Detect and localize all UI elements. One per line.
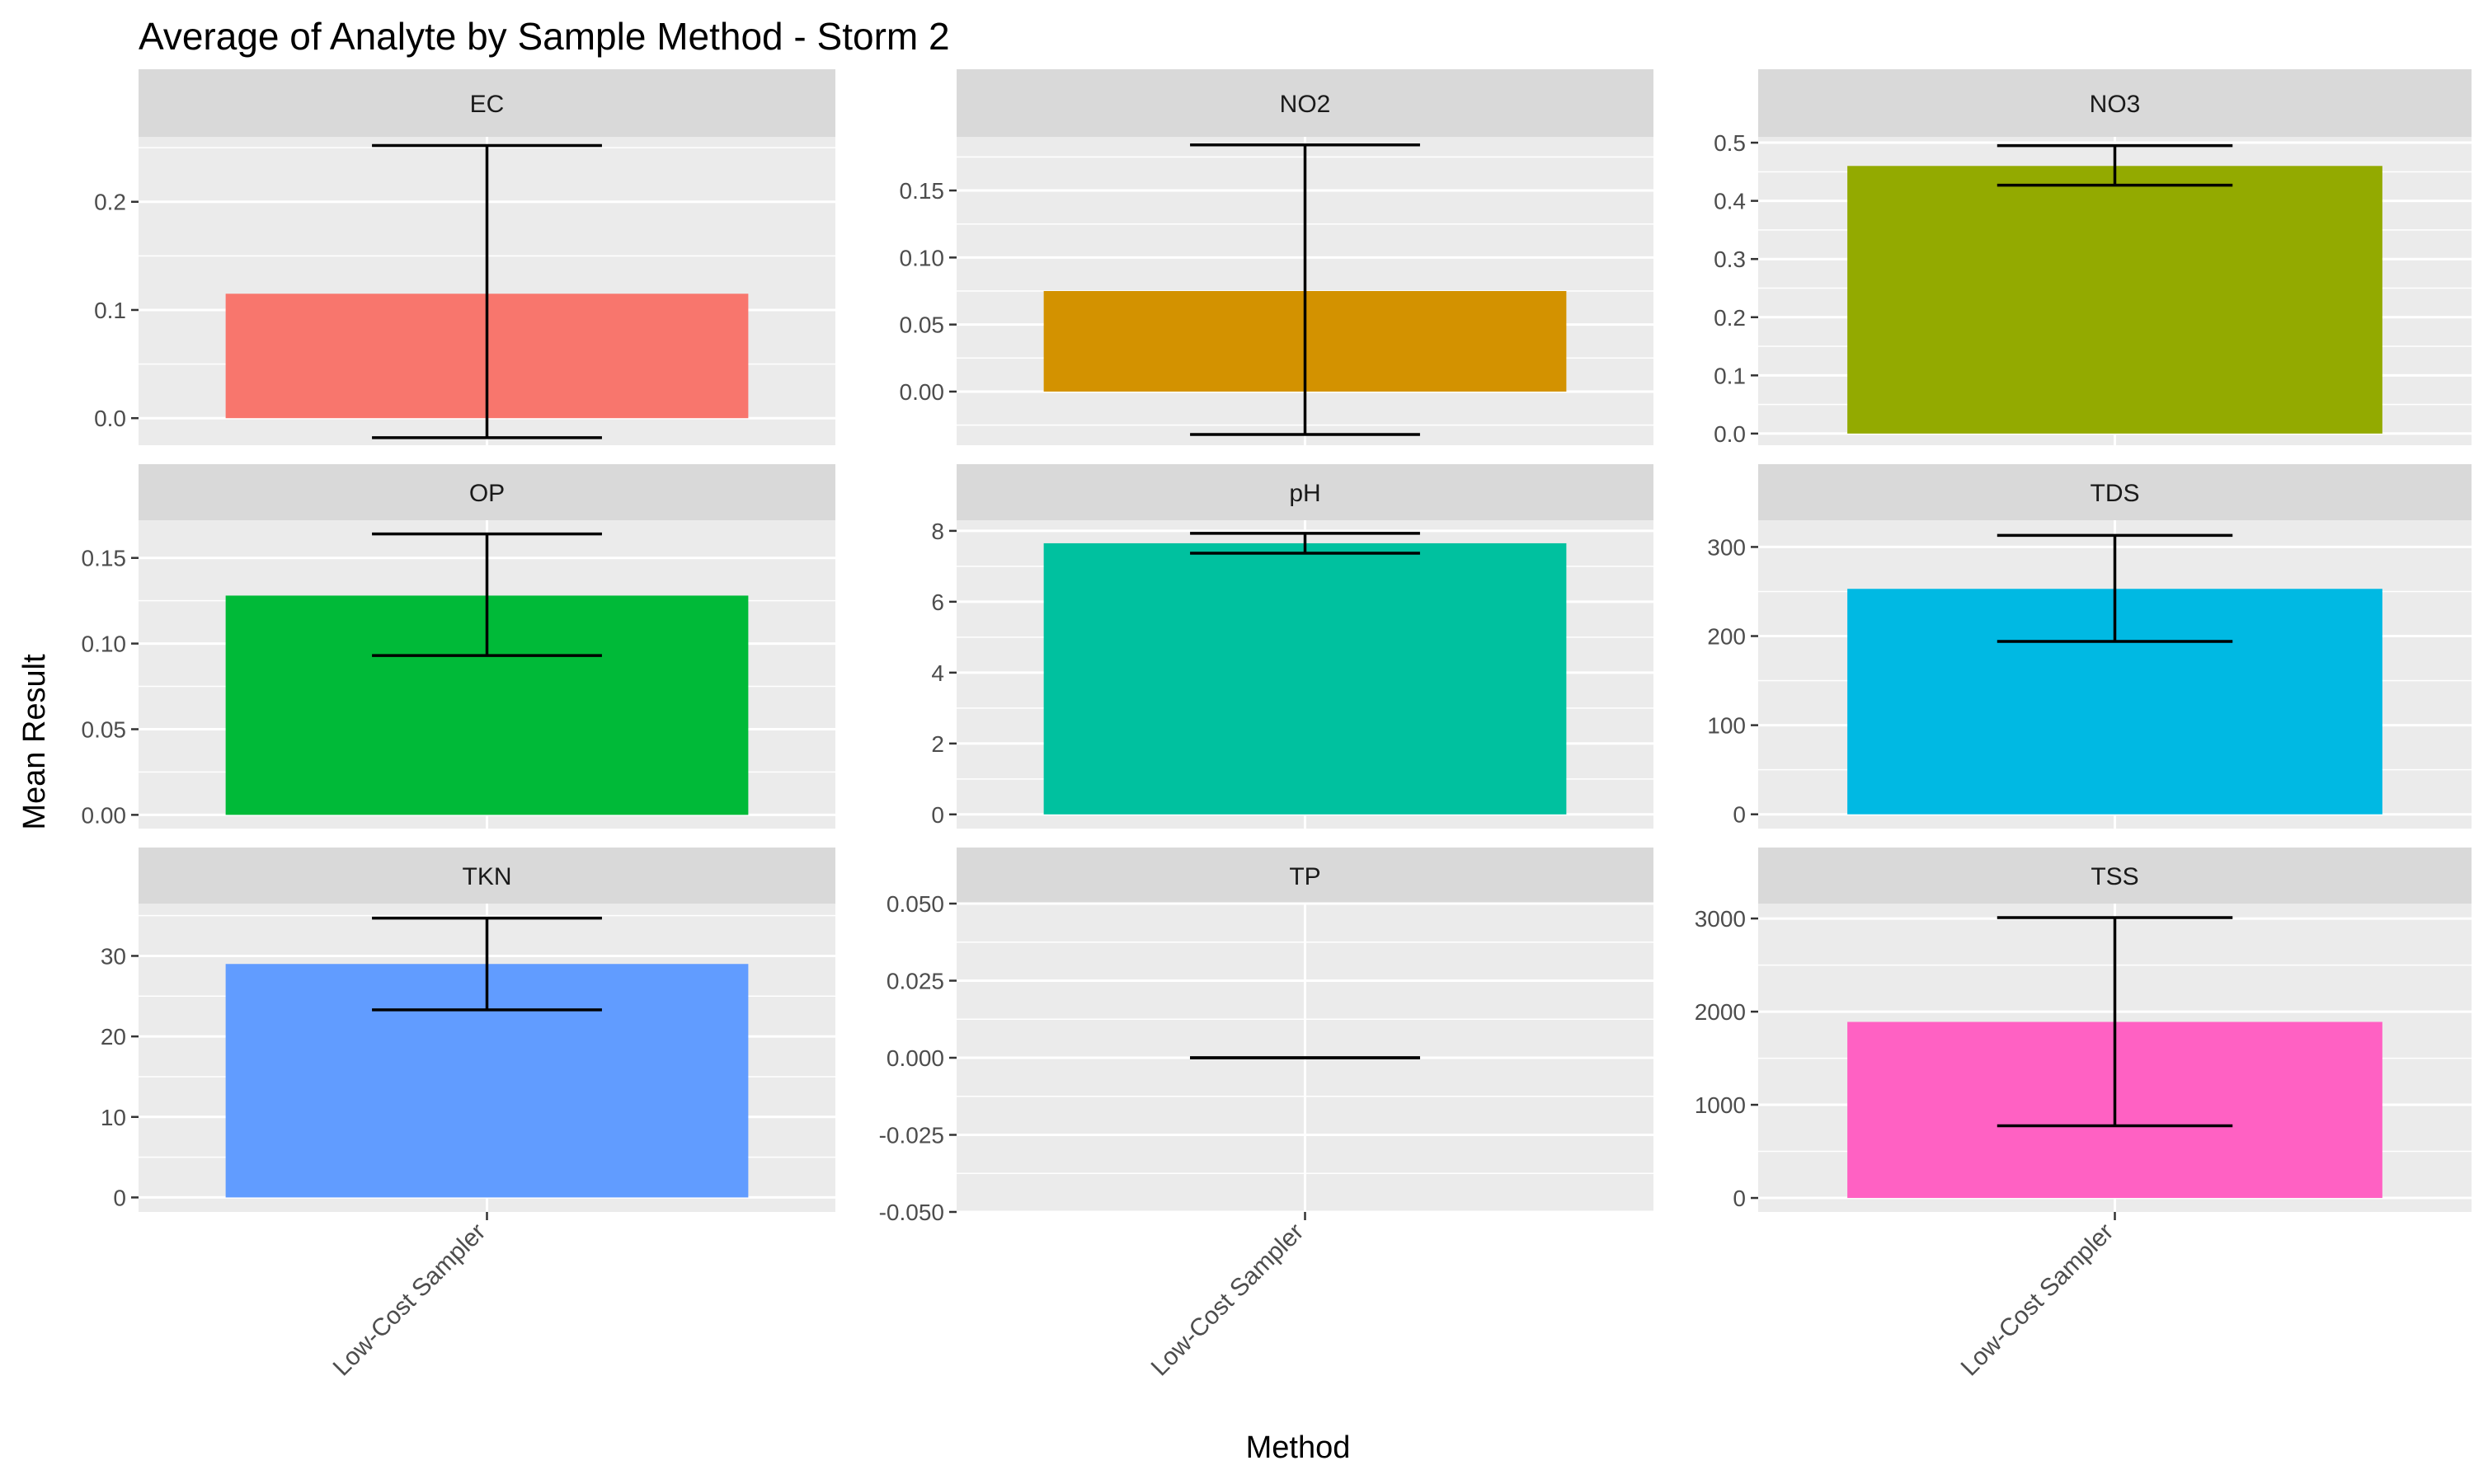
y-tick-label-no2: 0.10 <box>900 245 945 270</box>
y-tick-label-op: 0.05 <box>82 716 127 742</box>
y-tick-label-ph: 4 <box>931 660 944 686</box>
y-axis-title: Mean Result <box>17 654 52 830</box>
y-tick-label-ph: 0 <box>931 802 944 828</box>
facet-strip-op <box>139 464 835 520</box>
y-tick-label-tds: 0 <box>1733 802 1746 828</box>
y-tick-label-no2: 0.15 <box>900 178 945 204</box>
facet-strip-tds <box>1758 464 2472 520</box>
facet-op: OP 0.00 0.05 0.10 0.15 <box>82 464 835 829</box>
facet-label-tkn: TKN <box>463 863 512 890</box>
y-tick-label-op: 0.10 <box>82 632 127 657</box>
x-tick-label-tss: Low-Cost Sampler <box>1956 1219 2119 1382</box>
x-tick-label-tp: Low-Cost Sampler <box>1146 1219 1310 1382</box>
facet-label-tds: TDS <box>2091 480 2140 507</box>
y-tick-label-tss: 0 <box>1733 1186 1746 1211</box>
chart-title: Average of Analyte by Sample Method - St… <box>139 15 950 58</box>
facet-strip-ph <box>957 464 1653 520</box>
y-tick-label-no3: 0.2 <box>1714 305 1746 331</box>
y-tick-label-no3: 0.5 <box>1714 130 1746 156</box>
y-tick-label-op: 0.15 <box>82 546 127 571</box>
facet-no2: NO2 0.00 0.05 0.10 0.15 <box>900 69 1653 445</box>
y-tick-label-tss: 1000 <box>1695 1092 1746 1118</box>
y-tick-label-ec: 0.1 <box>94 298 126 323</box>
facet-label-no3: NO3 <box>2090 91 2141 118</box>
y-tick-label-ph: 6 <box>931 589 944 615</box>
y-tick-label-tss: 3000 <box>1695 906 1746 932</box>
y-tick-label-tkn: 30 <box>101 943 126 969</box>
facet-label-no2: NO2 <box>1280 91 1331 118</box>
y-tick-label-no2: 0.05 <box>900 312 945 338</box>
facet-strip-no2 <box>957 69 1653 137</box>
y-tick-label-no2: 0.00 <box>900 379 945 405</box>
facet-label-tp: TP <box>1289 863 1320 890</box>
facet-tkn: TKN 0 10 20 30 Low-Cost Sampler <box>101 848 835 1381</box>
y-tick-label-no3: 0.3 <box>1714 247 1746 272</box>
facet-grid: EC0.00.10.2NO20.000.050.100.15NO30.00.10… <box>82 69 2472 1381</box>
facet-strip-tp <box>957 848 1653 904</box>
y-tick-label-tss: 2000 <box>1695 999 1746 1025</box>
facet-label-op: OP <box>469 480 505 507</box>
y-tick-label-op: 0.00 <box>82 802 127 828</box>
y-tick-label-tkn: 20 <box>101 1024 126 1050</box>
facet-label-tss: TSS <box>2091 863 2138 890</box>
bar-ph <box>1043 542 1567 815</box>
facet-no3: NO3 0.0 0.1 0.2 0.3 0.4 0.5 <box>1714 69 2472 447</box>
facet-strip-tkn <box>139 848 835 904</box>
y-tick-label-tp: 0.000 <box>887 1045 944 1071</box>
facet-ec: EC 0.0 0.1 0.2 <box>94 69 835 445</box>
y-tick-label-ec: 0.2 <box>94 190 126 215</box>
facet-label-ph: pH <box>1289 480 1320 507</box>
y-tick-label-no3: 0.4 <box>1714 189 1746 214</box>
y-tick-label-tds: 100 <box>1707 713 1746 739</box>
x-tick-label-tkn: Low-Cost Sampler <box>328 1219 492 1382</box>
facet-strip-ec <box>139 69 835 137</box>
y-tick-label-tp: -0.050 <box>879 1200 944 1225</box>
y-tick-label-tkn: 10 <box>101 1105 126 1130</box>
bar-no3 <box>1847 166 2382 434</box>
facet-tp: TP -0.050 -0.025 0.000 0.025 0.050 Low-Cost Sa… <box>879 848 1653 1381</box>
y-tick-label-ph: 2 <box>931 731 944 757</box>
y-tick-label-tp: 0.025 <box>887 969 944 994</box>
facet-strip-tss <box>1758 848 2472 904</box>
y-tick-label-no3: 0.0 <box>1714 421 1746 447</box>
y-tick-label-tds: 300 <box>1707 534 1746 560</box>
facet-label-ec: EC <box>470 91 505 118</box>
facet-tds: TDS 0 100 200 300 <box>1707 464 2472 829</box>
y-tick-label-tkn: 0 <box>113 1185 126 1210</box>
facet-strip-no3 <box>1758 69 2472 137</box>
y-tick-label-ph: 8 <box>931 519 944 544</box>
y-tick-label-tp: -0.025 <box>879 1123 944 1148</box>
x-axis-title: Method <box>1246 1430 1351 1465</box>
y-tick-label-ec: 0.0 <box>94 406 126 431</box>
y-tick-label-tds: 200 <box>1707 624 1746 650</box>
y-tick-label-no3: 0.1 <box>1714 363 1746 388</box>
facet-ph: pH 0 2 4 6 8 <box>931 464 1653 829</box>
facet-tss: TSS 0 1000 2000 3000 Low-Cost Sampler <box>1695 848 2472 1381</box>
y-tick-label-tp: 0.050 <box>887 891 944 917</box>
